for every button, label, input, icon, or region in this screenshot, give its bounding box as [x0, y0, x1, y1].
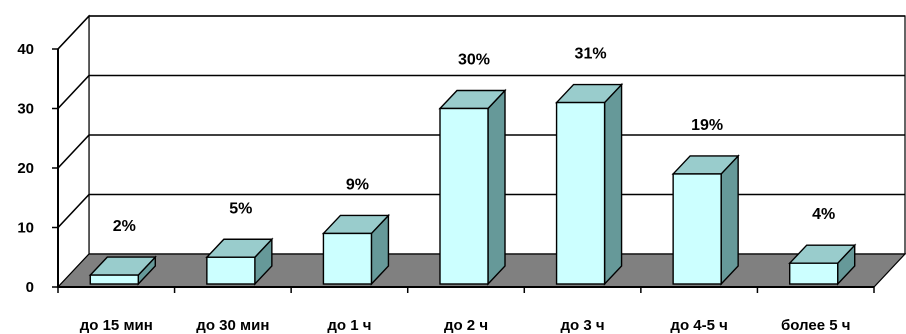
- bar: [438, 88, 507, 286]
- bar: [205, 237, 274, 286]
- bar: [788, 243, 857, 286]
- bar-front: [672, 173, 722, 285]
- bar-side: [487, 88, 506, 286]
- y-tick-label: 0: [26, 279, 34, 296]
- x-tick-label: до 1 ч: [327, 317, 371, 334]
- x-tick-label: до 3 ч: [561, 317, 605, 334]
- x-axis-ticks: до 15 мин до 30 мин до 1 ч до 2 ч до 3 ч до 4…: [80, 317, 851, 334]
- bar-side: [720, 154, 739, 286]
- x-tick-label: до 2 ч: [444, 317, 488, 334]
- bar-front: [89, 274, 139, 285]
- bars: [88, 82, 857, 286]
- y-tick-label: 30: [17, 101, 34, 118]
- data-label: 2%: [113, 218, 136, 235]
- gridline: [57, 15, 905, 50]
- bar: [554, 82, 624, 286]
- bar: [321, 213, 391, 286]
- y-tick-label: 40: [17, 41, 34, 58]
- data-label: 9%: [346, 176, 369, 193]
- gridline: [57, 134, 905, 169]
- gridlines: [57, 15, 905, 229]
- bar-front: [555, 101, 606, 285]
- data-label: 4%: [812, 206, 835, 223]
- bar: [671, 154, 740, 286]
- data-label: 30%: [458, 52, 490, 69]
- x-tick-label: до 15 мин: [80, 317, 153, 334]
- y-tick-label: 10: [17, 220, 34, 237]
- bar-front: [206, 256, 256, 285]
- gridline: [57, 74, 905, 110]
- bar-front: [322, 232, 373, 285]
- data-label: 5%: [229, 200, 252, 217]
- bar-front: [439, 107, 489, 285]
- y-tick-label: 20: [17, 160, 34, 177]
- bar: [88, 255, 157, 286]
- gridline: [57, 193, 905, 229]
- data-labels: 2% 5% 9% 30% 31% 19% 4%: [113, 46, 836, 236]
- bar-side: [603, 82, 623, 286]
- y-axis-ticks: 0 10 20 30 40: [17, 41, 59, 296]
- bar-front: [789, 262, 839, 285]
- x-tick-label: до 30 мин: [196, 317, 269, 334]
- x-tick-label: более 5 ч: [781, 317, 850, 334]
- data-label: 19%: [691, 117, 723, 134]
- x-tick-label: до 4-5 ч: [670, 317, 727, 334]
- data-label: 31%: [575, 46, 607, 63]
